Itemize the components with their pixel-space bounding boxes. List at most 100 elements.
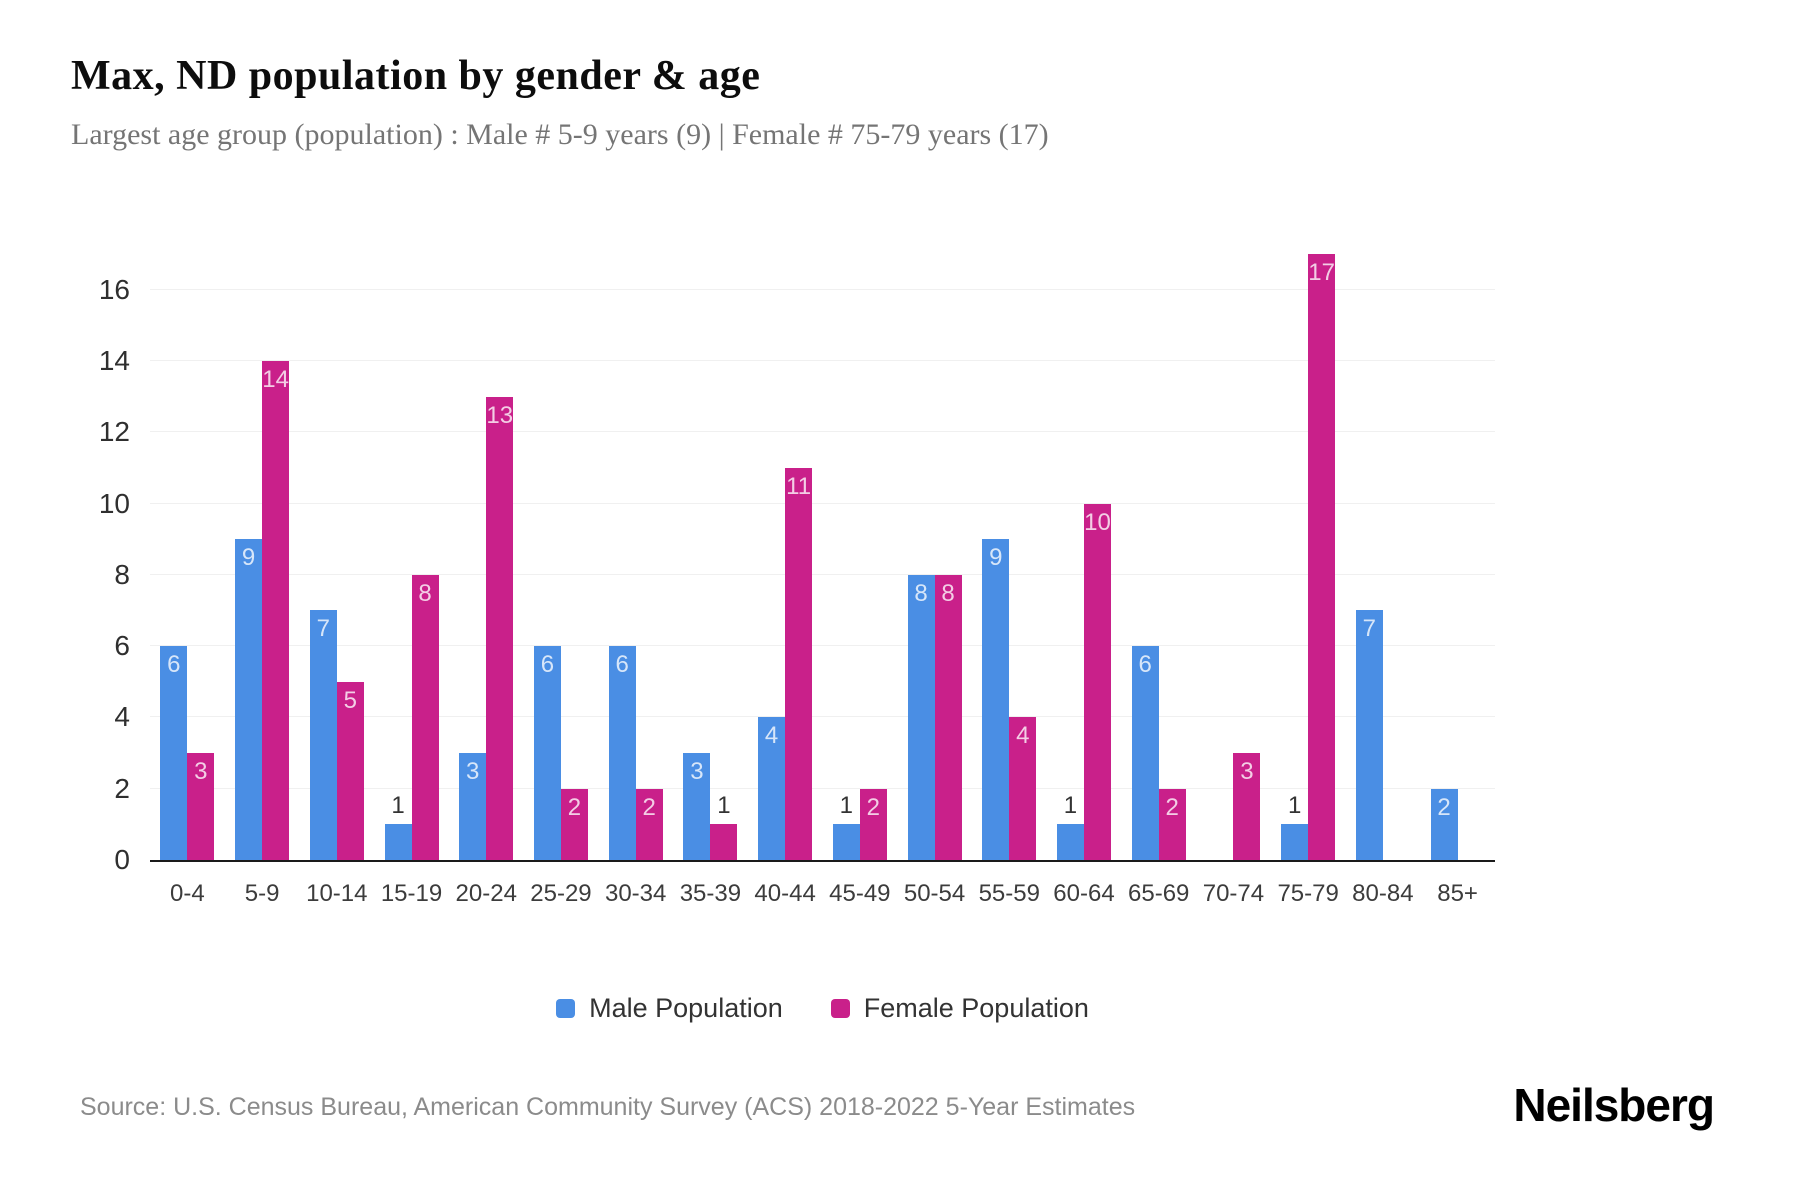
page-title: Max, ND population by gender & age [71, 53, 761, 99]
bar-slot: 1 [384, 254, 412, 860]
bar-value-label: 4 [764, 722, 779, 750]
bar-value-label: 4 [1016, 722, 1030, 750]
legend-label-male: Male Population [589, 993, 783, 1023]
gridline [150, 288, 1495, 290]
bar-value-label: 3 [466, 758, 480, 786]
bar-slot [1206, 254, 1233, 860]
bar-male-45-49: 1 [832, 792, 860, 860]
male-swatch-icon [556, 999, 576, 1018]
bar-value-label: 2 [642, 793, 656, 821]
x-axis-label: 55-59 [978, 880, 1040, 907]
female-swatch-icon [830, 999, 850, 1018]
bar-slot: 7 [1355, 254, 1383, 860]
bar-male-25-29: 6 [533, 646, 561, 860]
bar-slot: 2 [560, 254, 588, 860]
legend-item-male[interactable]: Male Population [556, 993, 783, 1024]
bar-slot: 3 [683, 254, 711, 860]
y-tick-label: 6 [114, 630, 130, 662]
bar-slot: 4 [758, 254, 786, 860]
bar-slot: 10 [1083, 254, 1111, 860]
bar-slot: 9 [235, 254, 263, 860]
bar-slot: 3 [459, 254, 487, 860]
bar-slot: 6 [608, 254, 636, 860]
bar-male-30-34: 6 [608, 646, 636, 860]
x-axis-label: 75-79 [1277, 880, 1339, 907]
bar-female-55-59: 4 [1009, 717, 1037, 860]
bar-slot: 1 [1281, 254, 1309, 860]
bar-slot: 7 [309, 254, 337, 860]
bar-group-45-49: 1 2 45-49 [822, 254, 897, 907]
y-tick-label: 10 [98, 487, 130, 519]
bar-female-0-4: 3 [187, 753, 215, 860]
bar-male-75-79: 1 [1281, 792, 1309, 860]
bar-male-80-84: 7 [1355, 610, 1383, 860]
bar-male-0-4: 6 [160, 646, 188, 860]
bar-value-label: 1 [1063, 792, 1078, 820]
bar-group-75-79: 1 17 75-79 [1271, 254, 1346, 907]
bar-male-15-19: 1 [384, 792, 412, 860]
bar-slot: 3 [187, 254, 215, 860]
x-axis-label: 10-14 [306, 880, 368, 907]
bar-group-20-24: 3 13 20-24 [449, 254, 524, 907]
bar-female-50-54: 8 [934, 574, 962, 860]
bar-slot: 6 [1131, 254, 1159, 860]
y-tick-label: 14 [98, 344, 130, 376]
gridline [150, 573, 1495, 575]
bar-group-40-44: 4 11 40-44 [748, 254, 823, 907]
x-axis-label: 5-9 [244, 880, 280, 907]
gridline [150, 502, 1495, 504]
bar-female-45-49: 2 [859, 788, 887, 860]
bar-slot: 2 [635, 254, 663, 860]
bar-group-15-19: 1 8 15-19 [374, 254, 449, 907]
bar-group-50-54: 8 8 50-54 [897, 254, 972, 907]
bar-group-55-59: 9 4 55-59 [972, 254, 1047, 907]
bar-female-25-29: 2 [560, 788, 588, 860]
bar-value-label: 3 [690, 758, 704, 786]
source-note: Source: U.S. Census Bureau, American Com… [80, 1093, 1136, 1121]
bar-value-label: 1 [391, 792, 405, 820]
x-axis-label: 60-64 [1053, 880, 1115, 907]
bar-slot: 17 [1308, 254, 1336, 860]
x-axis-label: 25-29 [530, 880, 592, 907]
x-axis-label: 65-69 [1128, 880, 1190, 907]
gridline [150, 716, 1495, 718]
bar-female-75-79: 17 [1308, 254, 1336, 860]
bar-group-65-69: 6 2 65-69 [1121, 254, 1196, 907]
bar-male-40-44: 4 [758, 717, 786, 860]
neilsberg-logo: Neilsberg [1513, 1079, 1715, 1131]
bar-value-label: 10 [1084, 508, 1111, 536]
bar-female-40-44: 11 [785, 467, 813, 860]
x-axis-label: 15-19 [380, 880, 443, 907]
bar-value-label: 8 [418, 579, 432, 607]
bar-group-0-4: 6 3 0-4 [150, 254, 225, 907]
bar-slot: 8 [907, 254, 935, 860]
bar-value-label: 8 [941, 579, 955, 607]
bar-slot: 1 [710, 254, 738, 860]
bar-male-20-24: 3 [459, 753, 487, 860]
plot-area: 6 3 0-4 9 14 5-9 7 5 10-14 1 8 15-19 3 13 20-24 6 2 25-29… [150, 254, 1495, 907]
bar-slot: 6 [160, 254, 188, 860]
bar-value-label: 3 [1240, 758, 1254, 786]
legend-item-female[interactable]: Female Population [830, 993, 1089, 1024]
gridline [150, 645, 1495, 647]
bar-male-60-64: 1 [1056, 792, 1084, 860]
bar-slot: 11 [785, 254, 813, 860]
x-axis-label: 85+ [1437, 880, 1478, 907]
x-axis-label: 30-34 [604, 880, 667, 907]
bar-female-35-39: 1 [710, 792, 738, 860]
bar-male-65-69: 6 [1131, 646, 1159, 860]
y-tick-label: 2 [114, 772, 130, 804]
bar-group-35-39: 3 1 35-39 [673, 254, 748, 907]
y-tick-label: 12 [98, 416, 130, 448]
bar-female-5-9: 14 [262, 360, 290, 860]
bar-slot [1458, 254, 1485, 860]
bar-slot: 2 [1430, 254, 1458, 860]
bar-value-label: 11 [786, 472, 812, 500]
bar-male-5-9: 9 [235, 539, 263, 860]
legend-label-female: Female Population [863, 993, 1089, 1023]
bar-value-label: 6 [167, 651, 181, 679]
bar-slot: 1 [1056, 254, 1084, 860]
bar-female-10-14: 5 [336, 681, 364, 860]
bar-value-label: 17 [1308, 259, 1335, 286]
bar-group-80-84: 7 80-84 [1346, 254, 1421, 907]
